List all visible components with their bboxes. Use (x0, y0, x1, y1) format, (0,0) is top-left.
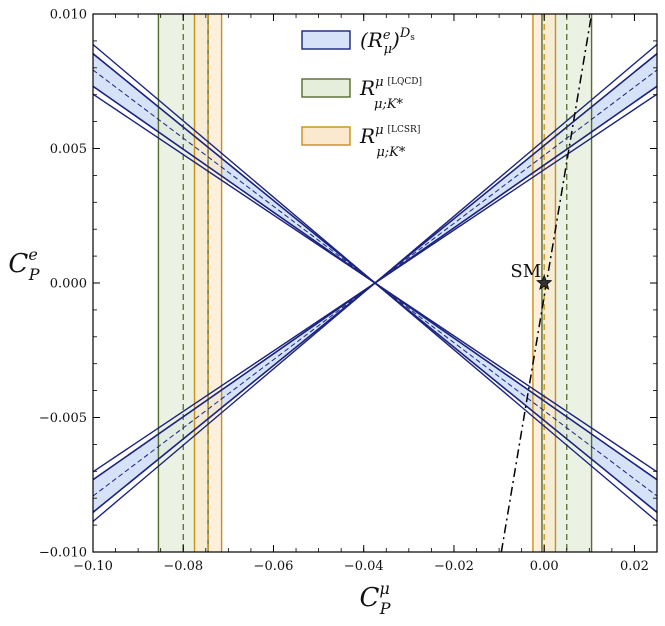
x-tick-label: 0.00 (530, 559, 559, 574)
x-tick-label: 0.02 (620, 559, 649, 574)
x-tick-label: −0.04 (344, 559, 384, 574)
y-tick-label: −0.010 (39, 546, 87, 561)
y-tick-label: 0.010 (50, 8, 87, 23)
x-axis-label-subscript: P (379, 599, 391, 618)
x-tick-label: −0.02 (434, 559, 474, 574)
x-tick-label: −0.06 (254, 559, 294, 574)
legend-entry-ds: (Re μ)Ds (301, 26, 415, 57)
legend-entry-lqcd: Rμ [LQCD] μ;K* (301, 75, 422, 112)
sm-point-label: SM (510, 261, 541, 282)
y-tick-label: 0.000 (50, 277, 87, 292)
legend-swatch-lcsr (301, 126, 351, 146)
legend-label-lqcd: Rμ [LQCD] μ;K* (359, 75, 422, 112)
y-axis-label: Ce P (8, 245, 39, 284)
y-axis-label-subscript: P (28, 265, 40, 284)
y-tick-label: −0.005 (39, 411, 87, 426)
legend-swatch-ds (301, 30, 351, 50)
x-tick-label: −0.10 (73, 559, 113, 574)
legend: (Re μ)Ds Rμ [LQCD] μ;K* Rμ [LCSR] μ;K* (301, 26, 422, 160)
legend-label-lcsr: Rμ [LCSR] μ;K* (359, 123, 420, 160)
x-axis-label: Cμ P (359, 579, 390, 618)
sm-star-marker (536, 274, 553, 291)
axis-ticks: −0.10 −0.08 −0.06 −0.04 −0.02 0.00 0.02 −0.010 −… (39, 8, 658, 574)
x-tick-label: −0.08 (163, 559, 203, 574)
plot-area (93, 14, 657, 552)
y-axis-label-superscript: e (28, 245, 37, 264)
legend-swatch-lqcd (301, 78, 351, 98)
ds-edge-falling-center (93, 69, 657, 497)
legend-entry-lcsr: Rμ [LCSR] μ;K* (301, 123, 420, 160)
y-tick-label: 0.005 (50, 142, 87, 157)
x-axis-label-superscript: μ (379, 579, 389, 598)
legend-label-ds: (Re μ)Ds (360, 26, 415, 57)
